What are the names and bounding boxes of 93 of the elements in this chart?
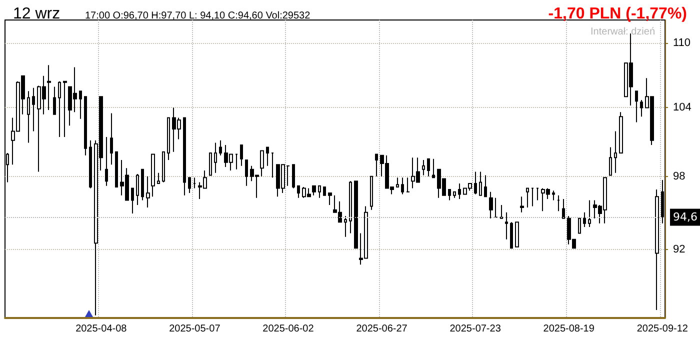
candlestick — [188, 177, 191, 194]
candlestick — [110, 112, 113, 166]
candlestick — [448, 188, 451, 201]
candlestick — [474, 171, 477, 195]
candlestick — [328, 192, 332, 206]
candlestick — [588, 200, 591, 228]
candlestick — [614, 130, 617, 174]
annotation: Interwał: dzień — [590, 26, 656, 38]
candlestick — [297, 185, 300, 198]
candlestick — [235, 154, 238, 170]
candlestick — [115, 151, 118, 188]
x-tick-label: 2025-06-27 — [356, 324, 408, 334]
chart-title: 12 wrz — [13, 6, 60, 22]
candlestick — [578, 218, 581, 234]
candlestick — [552, 190, 555, 201]
candlestick — [406, 177, 410, 192]
y-tick-label: 92 — [673, 243, 686, 256]
candlestick — [515, 222, 519, 248]
candlestick — [427, 158, 430, 177]
chart-subtitle: 17:00 O:96,70 H:97,70 L: 94,10 C:94,60 Vol:29532 — [85, 10, 311, 22]
candlestick — [167, 117, 170, 161]
candlestick — [640, 99, 643, 118]
y-tick-label: 110 — [673, 36, 691, 49]
candlestick — [344, 215, 347, 238]
x-tick-label: 2025-09-12 — [636, 324, 688, 334]
candlestick — [583, 212, 586, 228]
candlestick — [422, 160, 425, 176]
candlestick — [453, 191, 456, 198]
candlestick — [505, 212, 508, 240]
candlestick — [136, 174, 139, 206]
candlestick — [494, 197, 498, 218]
x-tick-label: 2025-07-23 — [450, 324, 502, 334]
candlestick — [323, 186, 326, 196]
candlestick — [141, 168, 144, 201]
candlestick — [510, 222, 513, 249]
candlestick — [84, 96, 87, 156]
candlestick — [53, 86, 56, 115]
candlestick — [619, 112, 623, 154]
candlestick — [458, 182, 461, 200]
candlestick — [219, 140, 222, 156]
candlestick — [375, 154, 378, 177]
candlestick — [183, 117, 186, 196]
x-tick-label: 2025-05-07 — [169, 324, 221, 334]
candlestick — [63, 80, 67, 138]
candlestick — [536, 188, 539, 201]
candlestick — [349, 180, 352, 234]
candlestick — [193, 177, 196, 189]
candlestick — [432, 158, 435, 178]
candlestick — [260, 150, 264, 177]
candlestick — [635, 90, 638, 123]
candlestick — [146, 176, 150, 208]
candlestick — [354, 180, 358, 249]
candlestick — [557, 194, 560, 212]
candlestick — [162, 151, 165, 183]
candlestick — [245, 160, 248, 186]
candlestick — [266, 146, 269, 166]
candlestick — [484, 174, 487, 198]
candlestick — [318, 185, 321, 198]
candlestick — [47, 64, 51, 110]
candlestick — [489, 191, 493, 219]
candlestick — [479, 171, 482, 196]
y-tick-label: 98 — [673, 170, 686, 182]
candlestick — [520, 196, 524, 213]
x-tick-label: 2025-06-02 — [262, 324, 314, 334]
candlestick — [131, 188, 134, 214]
candlestick — [209, 152, 212, 176]
candlestick — [58, 80, 61, 138]
candlestick — [292, 164, 295, 189]
x-tick-label: 2025-08-19 — [543, 324, 595, 334]
candlestick — [89, 140, 92, 189]
candlestick — [609, 146, 612, 176]
candlestick — [526, 188, 529, 208]
candlestick — [151, 154, 155, 198]
candlestick — [240, 144, 243, 166]
candlestick — [655, 188, 659, 311]
candlestick — [562, 198, 565, 219]
candlestick — [214, 142, 217, 174]
annotation: -1,70 PLN (-1,77%) — [548, 6, 688, 22]
candlestick — [396, 177, 399, 188]
candlestick — [531, 188, 534, 207]
ref-line-label: 94,6 — [673, 210, 698, 224]
y-tick-label: 104 — [673, 102, 692, 114]
candlestick — [157, 172, 160, 184]
candlestick — [79, 90, 82, 120]
x-tick-label: 2025-04-08 — [76, 324, 128, 334]
candlestick — [32, 87, 35, 132]
candlestick — [401, 177, 404, 195]
candlestick — [271, 152, 274, 178]
candlestick — [105, 136, 108, 186]
candlestick — [370, 176, 373, 210]
candlestick — [500, 204, 503, 219]
candlestick — [312, 185, 316, 196]
candlestick — [27, 90, 30, 144]
